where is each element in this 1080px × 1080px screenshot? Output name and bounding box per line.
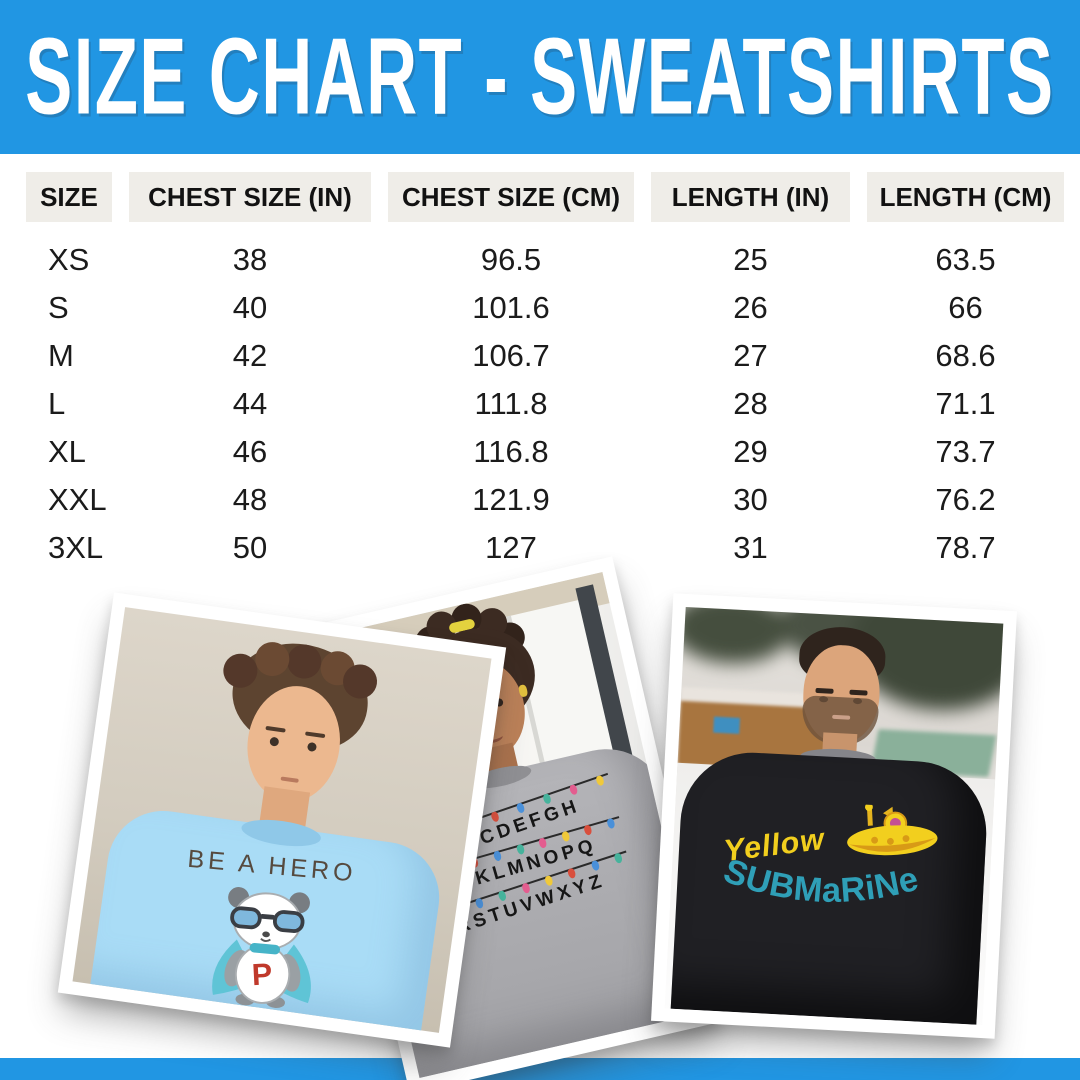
yellow-submarine-print: Yellow SUBMaRiNe [718,803,938,916]
table-cell: 121.9 [472,482,550,517]
page-title: SIZE CHART - SWEATSHIRTS [25,16,1055,137]
column-header-chest-cm: CHEST SIZE (CM) [388,172,634,222]
table-cell: XS [48,242,90,277]
photo-card-black-sweatshirt: Yellow SUBMaRiNe [651,593,1017,1039]
table-cell: S [48,290,69,325]
table-cell: 63.5 [935,242,996,277]
table-header-row: SIZE CHEST SIZE (IN) CHEST SIZE (CM) LEN… [26,172,1066,222]
table-cell: 111.8 [474,386,548,421]
table-cell: 42 [232,338,268,373]
table-cell: 31 [733,530,768,565]
header-band: SIZE CHART - SWEATSHIRTS [0,0,1080,154]
building-sign [713,716,741,734]
blurred-trees [668,606,793,667]
table-cell: 101.6 [472,290,550,325]
table-cell: 78.7 [935,530,996,565]
table-row: XS 38 96.5 25 63.5 [26,236,1066,284]
table-cell: 40 [232,290,268,325]
table-cell: 27 [733,338,768,373]
table-cell: 28 [733,386,768,421]
table-cell: L [48,386,66,421]
table-body: XS 38 96.5 25 63.5 S 40 101.6 26 66 M 42 106.7 27 68.6… [26,236,1066,572]
table-cell: 76.2 [935,482,996,517]
table-row: XL 46 116.8 29 73.7 [26,428,1066,476]
table-cell: 73.7 [935,434,996,469]
table-cell: 46 [232,434,268,469]
table-row: S 40 101.6 26 66 [26,284,1066,332]
table-cell: 38 [232,242,268,277]
column-header-length-cm: LENGTH (CM) [867,172,1064,222]
photo-card-blue-sweatshirt: BE A HERO P [57,592,507,1048]
table-cell: 30 [733,482,768,517]
column-header-length-in: LENGTH (IN) [651,172,850,222]
table-cell: XL [48,434,86,469]
footer-band [0,1058,1080,1080]
table-cell: M [48,338,74,373]
table-cell: XXL [48,482,107,517]
column-header-size: SIZE [26,172,112,222]
table-row: 3XL 50 127 31 78.7 [26,524,1066,572]
sweatshirt-print: BE A HERO P [75,836,458,1028]
table-cell: 26 [733,290,768,325]
table-cell: 106.7 [472,338,550,373]
table-cell: 29 [733,434,768,469]
column-header-chest-in: CHEST SIZE (IN) [129,172,371,222]
table-cell: 116.8 [473,434,549,469]
photo-blue-sweatshirt: BE A HERO P [72,607,492,1033]
table-cell: 48 [232,482,268,517]
table-row: XXL 48 121.9 30 76.2 [26,476,1066,524]
table-cell: 44 [232,386,268,421]
table-cell: 68.6 [935,338,996,373]
table-cell: 25 [733,242,768,277]
table-cell: 50 [232,530,268,565]
table-cell: 66 [948,290,983,325]
table-cell: 127 [485,530,537,565]
size-table: SIZE CHEST SIZE (IN) CHEST SIZE (CM) LEN… [26,172,1066,572]
table-row: M 42 106.7 27 68.6 [26,332,1066,380]
panda-letter: P [251,957,273,992]
table-cell: 96.5 [480,242,542,277]
panda-hero-icon: P [212,887,311,1009]
table-row: L 44 111.8 28 71.1 [26,380,1066,428]
table-cell: 3XL [48,530,104,565]
submarine-text: SUBMaRiNe [718,850,925,916]
photo-black-sweatshirt: Yellow SUBMaRiNe [664,606,1004,1026]
submarine-icon [847,803,938,856]
table-cell: 71.1 [935,386,996,421]
